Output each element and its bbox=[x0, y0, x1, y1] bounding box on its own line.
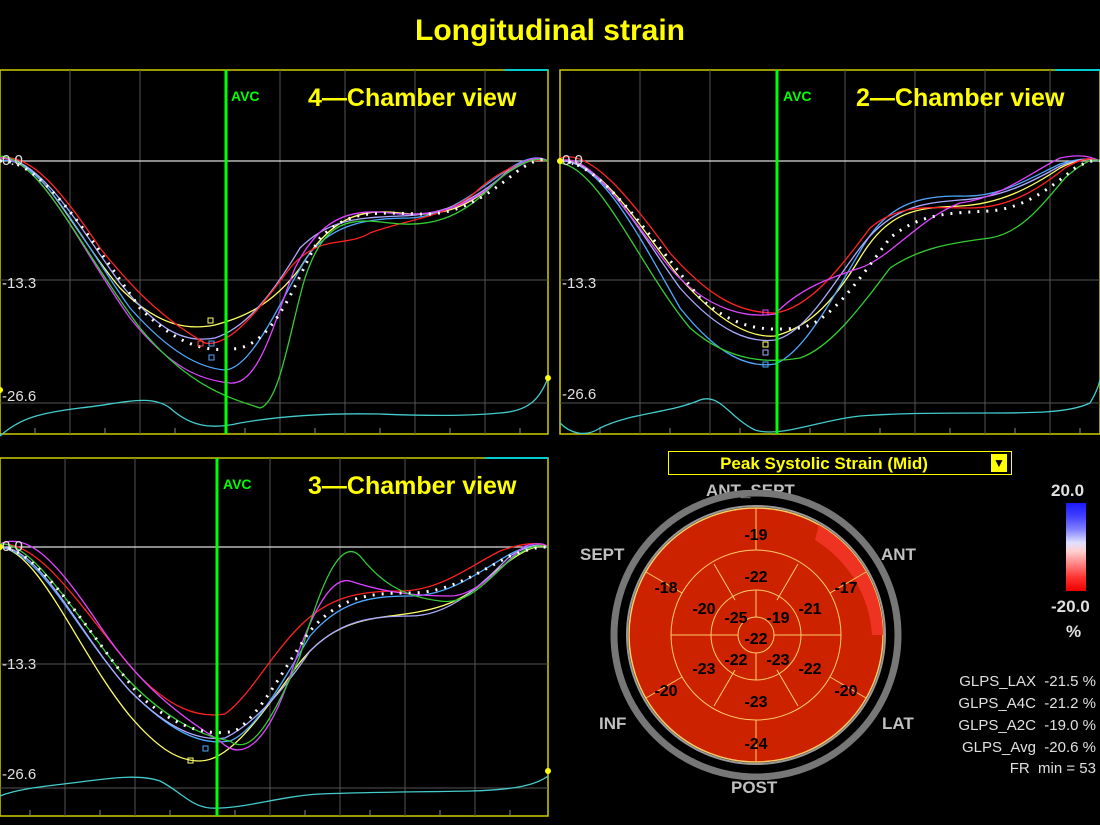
segment-value: -19 bbox=[766, 610, 789, 627]
segment-value: -18 bbox=[654, 580, 677, 597]
avc-label: AVC bbox=[223, 476, 252, 492]
segment-value: -24 bbox=[744, 736, 767, 753]
view-title-3ch: 3—Chamber view bbox=[308, 472, 517, 500]
wall-label-post: POST bbox=[731, 778, 778, 797]
view-title-2ch: 2—Chamber view bbox=[856, 84, 1065, 112]
y-tick-label: 0.0 bbox=[2, 538, 23, 555]
strain-panel-3ch: AVC 3—Chamber view 0.0 -13.3 -26.6 bbox=[0, 456, 551, 821]
strain-plot-2ch bbox=[557, 69, 1100, 435]
y-tick-label: 0.0 bbox=[2, 152, 23, 169]
avc-label: AVC bbox=[783, 88, 812, 104]
scale-max-label: 20.0 bbox=[1051, 481, 1085, 500]
segment-value: -25 bbox=[724, 610, 747, 627]
strain-panel-4ch: AVC 4—Chamber view 0.0 -13.3 -26.6 bbox=[0, 68, 551, 437]
strain-plot-4ch bbox=[0, 69, 551, 437]
color-scale-bar bbox=[1066, 503, 1086, 591]
glps-a4c-row: GLPS_A4C -21.2 % bbox=[958, 695, 1096, 712]
segment-value: -20 bbox=[654, 683, 677, 700]
triangle-down-icon[interactable]: ▼ bbox=[991, 454, 1007, 472]
y-tick-label: -13.3 bbox=[2, 656, 37, 673]
glps-a2c-row: GLPS_A2C -19.0 % bbox=[958, 717, 1096, 734]
segment-value: -17 bbox=[834, 580, 857, 597]
bullseye-plot: -19 -17 -20 -24 -20 -18 -22 -21 -22 -23 … bbox=[610, 490, 902, 780]
strain-type-dropdown[interactable]: Peak Systolic Strain (Mid) ▼ bbox=[668, 451, 1012, 475]
bullseye-outer-ring bbox=[610, 490, 902, 780]
y-tick-label: -13.3 bbox=[2, 275, 37, 292]
y-tick-label: -13.3 bbox=[562, 275, 597, 292]
y-tick-label: 0.0 bbox=[562, 152, 583, 169]
segment-value: -22 bbox=[724, 652, 747, 669]
frame-rate-row: FR min = 53 bbox=[1009, 760, 1096, 777]
dropdown-label: Peak Systolic Strain (Mid) bbox=[720, 454, 928, 473]
segment-value: -21 bbox=[798, 601, 821, 618]
segment-value: -19 bbox=[744, 527, 767, 544]
segment-value: -20 bbox=[692, 601, 715, 618]
page-title: Longitudinal strain bbox=[415, 14, 685, 47]
strain-plot-3ch bbox=[0, 457, 551, 817]
scale-unit-label: % bbox=[1066, 622, 1082, 641]
wall-label-inf: INF bbox=[599, 714, 627, 733]
segment-value: -23 bbox=[744, 694, 767, 711]
wall-label-sept: SEPT bbox=[580, 545, 625, 564]
bullseye-highlight bbox=[815, 525, 883, 635]
segment-value-apex: -22 bbox=[744, 631, 767, 648]
glps-lax-row: GLPS_LAX -21.5 % bbox=[959, 673, 1096, 690]
avc-label: AVC bbox=[231, 88, 260, 104]
scale-min-label: -20.0 bbox=[1051, 597, 1090, 616]
segment-value: -20 bbox=[834, 683, 857, 700]
segment-value: -23 bbox=[692, 661, 715, 678]
y-tick-label: -26.6 bbox=[2, 388, 37, 405]
wall-label-lat: LAT bbox=[882, 714, 914, 733]
segment-value: -23 bbox=[766, 652, 789, 669]
segment-value: -22 bbox=[798, 661, 821, 678]
y-tick-label: -26.6 bbox=[562, 386, 597, 403]
strain-panel-2ch: AVC 2—Chamber view 0.0 -13.3 -26.6 bbox=[557, 68, 1100, 436]
glps-avg-row: GLPS_Avg -20.6 % bbox=[962, 739, 1096, 756]
segment-value: -22 bbox=[744, 569, 767, 586]
wall-label-ant: ANT bbox=[881, 545, 916, 564]
y-tick-label: -26.6 bbox=[2, 766, 37, 783]
view-title-4ch: 4—Chamber view bbox=[308, 84, 517, 112]
